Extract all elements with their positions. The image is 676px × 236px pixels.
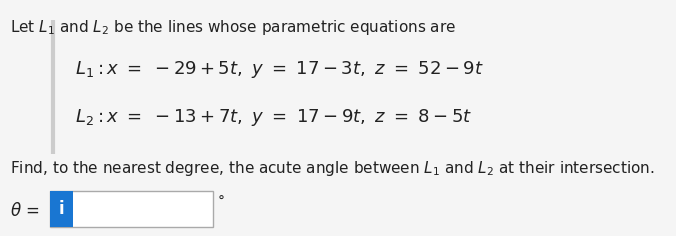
Bar	[50, 191, 213, 227]
Text: °: °	[218, 195, 225, 209]
Bar	[50, 191, 73, 227]
Text: Let $L_1$ and $L_2$ be the lines whose parametric equations are: Let $L_1$ and $L_2$ be the lines whose p…	[9, 18, 456, 37]
Text: $L_2 : x \ = \ -13+7t, \ y \ = \ 17-9t, \ z \ = \ 8-5t$: $L_2 : x \ = \ -13+7t, \ y \ = \ 17-9t, …	[74, 107, 472, 128]
Text: i: i	[59, 200, 64, 218]
Text: $\theta$ =: $\theta$ =	[9, 202, 39, 220]
Text: $L_1 : x \ = \ -29+5t, \ y \ = \ 17-3t, \ z \ = \ 52-9t$: $L_1 : x \ = \ -29+5t, \ y \ = \ 17-3t, …	[74, 59, 483, 80]
Text: Find, to the nearest degree, the acute angle between $L_1$ and $L_2$ at their in: Find, to the nearest degree, the acute a…	[9, 159, 654, 178]
